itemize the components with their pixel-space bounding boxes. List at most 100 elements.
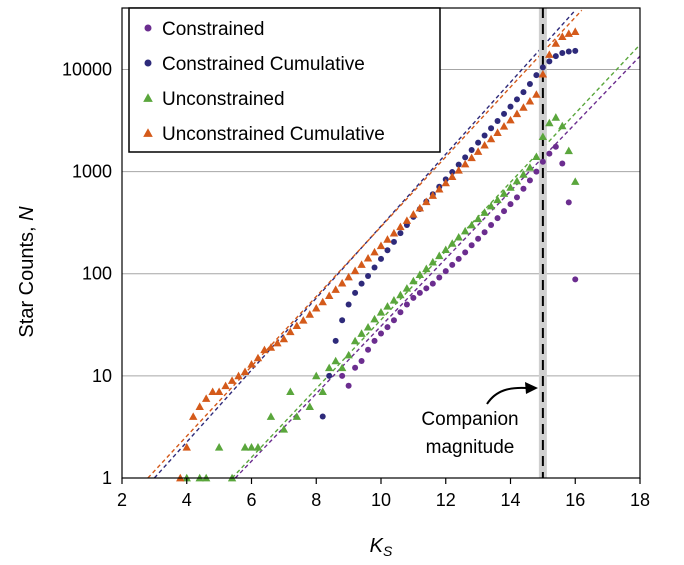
- point-constrained-31: [539, 158, 546, 165]
- point-unconstrained-cumulative-34: [396, 222, 405, 231]
- series-constrained-cumulative: [319, 47, 579, 420]
- point-unconstrained-cumulative-50: [499, 122, 509, 130]
- point-constrained-29: [526, 177, 533, 184]
- point-constrained-9: [397, 309, 404, 316]
- point-constrained-32: [546, 150, 553, 157]
- point-unconstrained-20: [357, 329, 366, 337]
- point-unconstrained-50: [551, 113, 561, 121]
- point-unconstrained-cumulative-43: [454, 166, 463, 174]
- point-constrained-14: [429, 280, 436, 287]
- x-axis-title: KS: [370, 535, 393, 559]
- x-tick-label-4: 4: [182, 490, 192, 510]
- point-unconstrained-cumulative-27: [350, 266, 360, 275]
- point-unconstrained-24: [383, 302, 392, 310]
- point-constrained-cumulative-5: [352, 289, 359, 296]
- point-unconstrained-cumulative-54: [525, 96, 535, 105]
- point-constrained-0: [339, 372, 346, 379]
- point-constrained-1: [345, 382, 352, 389]
- y-tick-label-10: 10: [92, 366, 112, 386]
- legend-marker-unconstrained-cumulative: [143, 128, 153, 137]
- point-constrained-17: [449, 261, 456, 268]
- point-constrained-cumulative-0: [319, 413, 326, 420]
- point-unconstrained-cumulative-19: [299, 316, 308, 324]
- point-unconstrained-cumulative-20: [305, 310, 314, 318]
- point-unconstrained-cumulative-46: [473, 147, 483, 155]
- legend-label-constrained-cumulative: Constrained Cumulative: [162, 54, 365, 75]
- point-constrained-cumulative-7: [365, 273, 372, 280]
- point-constrained-cumulative-12: [397, 230, 404, 237]
- point-unconstrained-7: [253, 443, 263, 451]
- point-unconstrained-cumulative-57: [545, 50, 554, 58]
- x-tick-label-18: 18: [630, 490, 650, 510]
- x-tick-label-8: 8: [311, 490, 321, 510]
- point-unconstrained-cumulative-60: [564, 29, 573, 37]
- point-unconstrained-17: [337, 363, 347, 372]
- point-unconstrained-cumulative-35: [402, 216, 412, 224]
- point-unconstrained-cumulative-17: [286, 327, 295, 336]
- point-constrained-cumulative-22: [462, 154, 469, 161]
- point-constrained-cumulative-36: [552, 53, 559, 60]
- series-unconstrained-cumulative: [176, 27, 580, 482]
- point-unconstrained-31: [428, 257, 437, 266]
- point-unconstrained-cumulative-58: [551, 39, 561, 47]
- point-unconstrained-47: [532, 152, 541, 161]
- point-constrained-21: [475, 235, 482, 242]
- point-constrained-cumulative-28: [501, 110, 508, 117]
- point-constrained-cumulative-21: [455, 161, 462, 168]
- x-tick-label-12: 12: [436, 490, 456, 510]
- point-unconstrained-9: [279, 425, 289, 433]
- legend-marker-constrained-cumulative: [144, 59, 152, 67]
- point-unconstrained-30: [422, 264, 431, 273]
- point-constrained-cumulative-24: [475, 139, 482, 146]
- point-constrained-cumulative-26: [488, 125, 495, 132]
- x-tick-label-6: 6: [246, 490, 256, 510]
- point-unconstrained-cumulative-40: [435, 184, 444, 193]
- point-constrained-cumulative-11: [390, 238, 397, 245]
- point-unconstrained-cumulative-51: [506, 115, 515, 124]
- point-constrained-6: [378, 330, 384, 337]
- point-unconstrained-21: [363, 322, 373, 331]
- legend-marker-unconstrained: [143, 93, 153, 102]
- point-constrained-26: [507, 201, 514, 208]
- point-unconstrained-10: [286, 387, 295, 396]
- point-unconstrained-49: [545, 118, 554, 127]
- point-unconstrained-cumulative-33: [389, 228, 399, 237]
- point-constrained-35: [565, 199, 572, 206]
- series-unconstrained: [182, 113, 580, 482]
- point-unconstrained-cumulative-37: [415, 203, 425, 212]
- point-constrained-cumulative-27: [494, 118, 501, 125]
- point-constrained-cumulative-39: [572, 47, 579, 54]
- point-unconstrained-cumulative-12: [253, 353, 263, 362]
- point-unconstrained-18: [344, 350, 353, 359]
- point-constrained-13: [423, 285, 430, 292]
- point-unconstrained-cumulative-41: [441, 178, 450, 187]
- point-unconstrained-cumulative-16: [279, 334, 289, 343]
- point-constrained-28: [520, 185, 527, 192]
- point-unconstrained-cumulative-59: [558, 32, 567, 40]
- point-unconstrained-cumulative-24: [331, 285, 340, 293]
- point-constrained-cumulative-37: [559, 50, 566, 57]
- point-unconstrained-29: [415, 270, 425, 278]
- point-constrained-18: [455, 255, 462, 262]
- point-constrained-cumulative-38: [565, 48, 572, 55]
- point-unconstrained-cumulative-9: [234, 371, 243, 380]
- point-constrained-15: [436, 274, 443, 281]
- point-unconstrained-13: [312, 371, 321, 380]
- point-constrained-cumulative-3: [339, 317, 346, 324]
- point-unconstrained-cumulative-47: [480, 140, 489, 149]
- point-unconstrained-38: [473, 214, 483, 223]
- point-unconstrained-cumulative-38: [422, 197, 431, 206]
- point-unconstrained-12: [305, 402, 314, 410]
- point-unconstrained-cumulative-23: [325, 291, 334, 300]
- point-unconstrained-cumulative-2: [189, 412, 198, 420]
- y-tick-label-1000: 1000: [72, 162, 112, 182]
- point-unconstrained-11: [292, 412, 302, 420]
- legend-label-unconstrained-cumulative: Unconstrained Cumulative: [162, 124, 385, 145]
- point-unconstrained-cumulative-36: [409, 210, 418, 218]
- point-unconstrained-3: [214, 443, 224, 451]
- point-unconstrained-cumulative-42: [448, 172, 457, 180]
- point-constrained-23: [488, 222, 495, 229]
- point-unconstrained-39: [480, 208, 489, 216]
- point-unconstrained-48: [538, 132, 548, 141]
